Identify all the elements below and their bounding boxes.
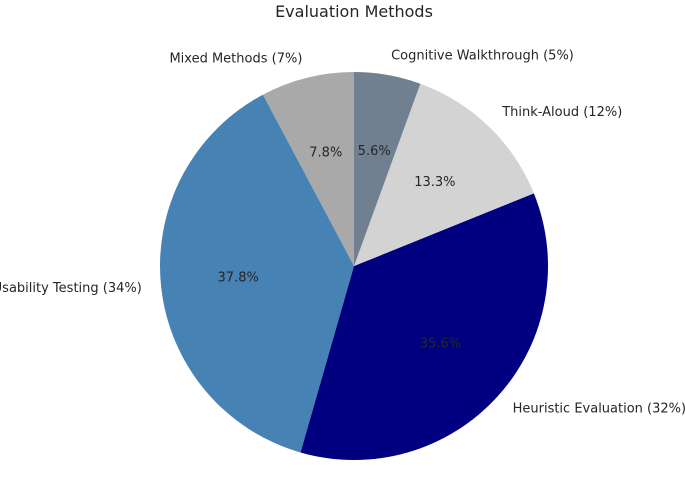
pie-slices bbox=[160, 72, 548, 460]
pie-slice-2 bbox=[300, 193, 548, 460]
pie-labels: 7.8% Mixed Methods (7%) 37.8% Usability Tes… bbox=[0, 48, 685, 416]
pie-slice-0 bbox=[262, 72, 354, 266]
pie-slice-3 bbox=[354, 83, 534, 266]
pie-slice-pct-label-4: 5.6% bbox=[358, 144, 391, 159]
pie-slice-label-4: Cognitive Walkthrough (5%) bbox=[391, 48, 574, 63]
pie-slice-label-3: Think-Aloud (12%) bbox=[501, 105, 622, 120]
pie-slice-label-0: Mixed Methods (7%) bbox=[169, 51, 302, 66]
chart-title: Evaluation Methods bbox=[275, 2, 433, 21]
pie-slice-pct-label-3: 13.3% bbox=[414, 175, 455, 190]
pie-slice-label-1: Usability Testing (34%) bbox=[0, 281, 142, 296]
pie-slice-pct-label-2: 35.6% bbox=[420, 336, 461, 351]
pie-slice-1 bbox=[160, 94, 354, 453]
pie-slice-label-2: Heuristic Evaluation (32%) bbox=[513, 401, 685, 416]
pie-slice-pct-label-1: 37.8% bbox=[218, 271, 259, 286]
pie-slice-pct-label-0: 7.8% bbox=[309, 146, 342, 161]
pie-slice-4 bbox=[354, 72, 421, 266]
